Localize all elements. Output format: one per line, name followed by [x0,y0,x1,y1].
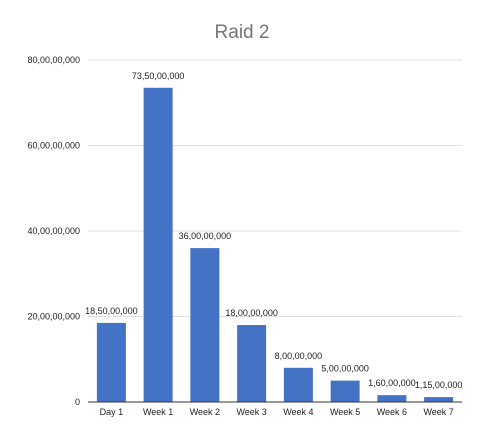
bar [96,322,126,402]
bar [237,325,267,402]
data-label: 8,00,00,000 [275,351,323,361]
y-tick-label: 40,00,00,000 [27,226,80,236]
x-tick-label: Week 5 [330,407,360,417]
bar [143,87,173,402]
bar [283,367,313,402]
y-tick-label: 60,00,00,000 [27,141,80,151]
x-tick-label: Week 2 [190,407,220,417]
x-tick-label: Week 4 [283,407,313,417]
bar [330,380,360,402]
data-labels: 18,50,00,000 73,50,00,000 36,00,00,000 18,0… [85,71,462,390]
data-label: 73,50,00,000 [132,71,185,81]
data-label: 1,15,00,000 [415,380,463,390]
data-label: 18,50,00,000 [85,306,138,316]
y-tick-label: 0 [75,397,80,407]
bars [96,87,454,402]
x-tick-label: Day 1 [100,407,124,417]
x-tick-label: Week 3 [236,407,266,417]
x-tick-label: Week 1 [143,407,173,417]
y-axis-ticks: 0 20,00,00,000 40,00,00,000 60,00,00,000 80,… [27,55,80,407]
data-label: 36,00,00,000 [179,231,232,241]
y-tick-label: 20,00,00,000 [27,312,80,322]
data-label: 1,60,00,000 [368,378,416,388]
x-tick-label: Week 6 [377,407,407,417]
data-label: 18,00,00,000 [225,308,278,318]
bar [377,395,407,402]
chart-title: Raid 2 [215,22,270,43]
x-axis-ticks: Day 1 Week 1 Week 2 Week 3 Week 4 Week 5 Week … [100,407,454,417]
y-tick-label: 80,00,00,000 [27,55,80,65]
x-tick-label: Week 7 [423,407,453,417]
bar [190,248,220,402]
data-label: 5,00,00,000 [321,364,369,374]
bar [424,397,454,402]
